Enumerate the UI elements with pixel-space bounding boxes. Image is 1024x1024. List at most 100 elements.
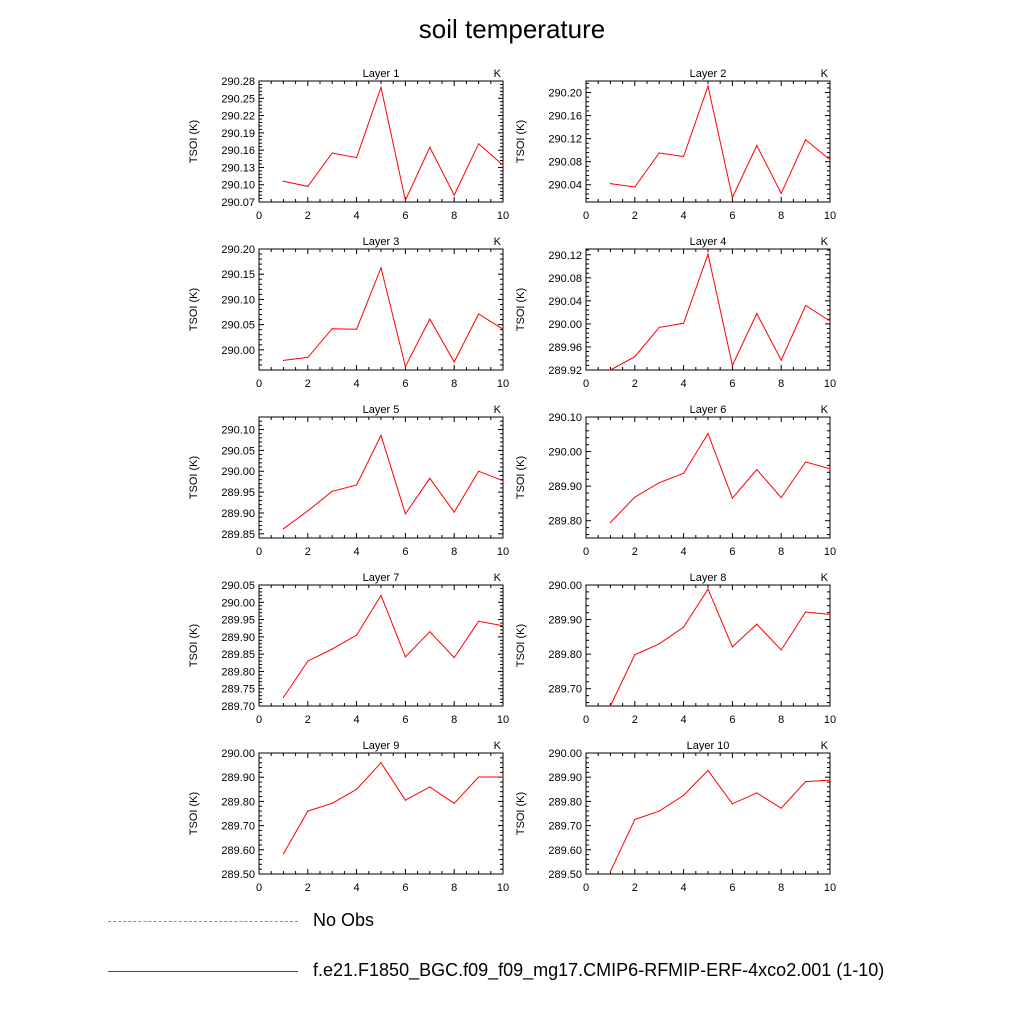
y-axis-label: TSOI (K) — [515, 288, 527, 331]
y-tick-label: 290.04 — [548, 296, 582, 308]
data-point — [453, 802, 455, 804]
y-tick-label: 290.20 — [548, 88, 582, 100]
y-axis-label: TSOI (K) — [188, 792, 200, 835]
data-point — [453, 657, 455, 659]
panel-1: Layer 1 K 0 2 4 6 8 10 290.07 290.10 290.13 290.16 2… — [188, 68, 509, 222]
x-tick-label: 8 — [778, 714, 784, 726]
x-tick-label: 6 — [402, 714, 408, 726]
y-tick-label: 290.00 — [548, 447, 582, 459]
x-tick-label: 6 — [729, 378, 735, 390]
y-tick-label: 290.00 — [548, 319, 582, 331]
y-axis-label: TSOI (K) — [515, 792, 527, 835]
y-axis-label: TSOI (K) — [188, 120, 200, 163]
x-tick-label: 6 — [729, 546, 735, 558]
y-tick-label: 290.13 — [221, 162, 255, 174]
x-tick-label: 2 — [632, 882, 638, 894]
series-line — [609, 588, 831, 707]
data-point — [380, 762, 382, 764]
x-tick-label: 2 — [305, 378, 311, 390]
data-point — [683, 322, 685, 324]
data-point — [478, 313, 480, 315]
x-tick-label: 4 — [681, 882, 687, 894]
x-tick-label: 2 — [305, 546, 311, 558]
x-tick-label: 0 — [256, 882, 262, 894]
y-tick-label: 290.04 — [548, 180, 582, 192]
panel-title: Layer 1 — [363, 68, 400, 80]
data-point — [380, 267, 382, 269]
y-tick-label: 289.70 — [221, 821, 255, 833]
data-point — [478, 470, 480, 472]
panel-units-label: K — [494, 68, 502, 80]
y-tick-label: 290.16 — [548, 111, 582, 123]
panel-10: Layer 10 K 0 2 4 6 8 10 289.50 289.60 289.70 289.80… — [515, 740, 836, 894]
x-tick-label: 8 — [451, 210, 457, 222]
x-tick-label: 4 — [681, 210, 687, 222]
panel-9: Layer 9 K 0 2 4 6 8 10 289.50 289.60 289.70 289.80 2… — [188, 740, 509, 894]
data-point — [731, 196, 734, 198]
y-tick-label: 290.19 — [221, 128, 255, 140]
data-point — [829, 320, 831, 322]
data-point — [707, 253, 709, 255]
panel-units-label: K — [821, 740, 829, 752]
data-point — [829, 613, 831, 615]
y-axis-label: TSOI (K) — [188, 624, 200, 667]
x-tick-label: 8 — [451, 546, 457, 558]
data-point — [331, 490, 333, 492]
y-tick-label: 289.90 — [221, 632, 255, 644]
y-tick-label: 290.00 — [548, 748, 582, 760]
x-tick-label: 0 — [583, 210, 589, 222]
x-tick-label: 2 — [632, 378, 638, 390]
x-tick-label: 2 — [632, 714, 638, 726]
y-tick-label: 290.10 — [221, 425, 255, 437]
x-tick-label: 10 — [824, 378, 836, 390]
y-axis-label: TSOI (K) — [188, 456, 200, 499]
y-tick-label: 289.50 — [548, 869, 582, 881]
y-tick-label: 290.25 — [221, 93, 255, 105]
x-tick-label: 0 — [583, 546, 589, 558]
series-line — [609, 769, 831, 872]
data-point — [780, 807, 782, 809]
y-tick-label: 290.08 — [548, 273, 582, 285]
data-point — [356, 634, 358, 636]
data-point — [609, 182, 612, 185]
data-point — [404, 365, 406, 368]
plot-frame — [258, 752, 504, 875]
y-tick-label: 290.12 — [548, 134, 582, 146]
x-tick-label: 0 — [256, 210, 262, 222]
y-tick-label: 290.07 — [221, 197, 255, 209]
x-tick-label: 8 — [778, 546, 784, 558]
y-tick-label: 290.16 — [221, 145, 255, 157]
series-line — [610, 432, 831, 523]
panel-title: Layer 2 — [690, 68, 727, 80]
y-tick-label: 290.00 — [221, 748, 255, 760]
data-point — [307, 660, 309, 662]
x-tick-label: 6 — [402, 882, 408, 894]
data-point — [634, 356, 636, 358]
panel-2: Layer 2 K 0 2 4 6 8 10 290.04 290.08 290.12 290.16 2… — [515, 68, 836, 222]
data-point — [331, 648, 333, 650]
data-point — [331, 328, 333, 330]
data-point — [707, 85, 709, 87]
x-tick-label: 6 — [402, 378, 408, 390]
x-tick-label: 10 — [497, 210, 509, 222]
x-tick-label: 4 — [354, 714, 360, 726]
y-tick-label: 289.92 — [548, 365, 582, 377]
data-point — [756, 468, 758, 471]
x-tick-label: 4 — [354, 378, 360, 390]
data-point — [731, 497, 734, 499]
data-point — [634, 186, 636, 188]
data-point — [502, 776, 504, 778]
panel-8: Layer 8 K 0 2 4 6 8 10 289.70 289.80 289.90 290.00 T… — [515, 572, 836, 726]
y-tick-label: 289.95 — [221, 615, 255, 627]
data-point — [805, 611, 807, 613]
data-point — [707, 588, 709, 590]
y-tick-label: 290.00 — [221, 345, 255, 357]
panel-3: Layer 3 K 0 2 4 6 8 10 290.00 290.05 290.10 290.15 2… — [188, 236, 509, 390]
data-point — [805, 780, 807, 783]
y-tick-label: 290.10 — [221, 180, 255, 192]
y-tick-label: 289.60 — [221, 845, 255, 857]
y-tick-label: 289.96 — [548, 342, 582, 354]
data-point — [634, 654, 636, 656]
y-tick-label: 289.80 — [548, 516, 582, 528]
